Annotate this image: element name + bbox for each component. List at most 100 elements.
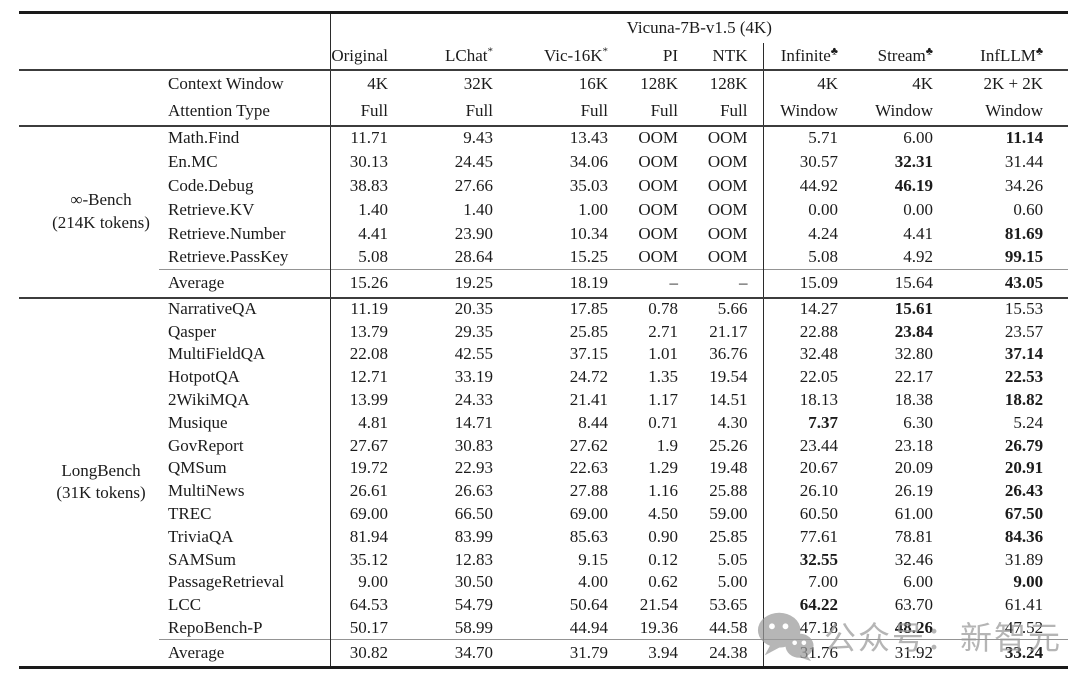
metric-label: Qasper — [168, 321, 217, 341]
score-cell: 99.15 — [1004, 247, 1044, 267]
metric-label: PassageRetrieval — [168, 572, 285, 592]
score-cell: 33.19 — [454, 367, 493, 387]
score-cell: 1.35 — [648, 367, 678, 387]
score-cell: 22.17 — [894, 367, 933, 387]
score-cell: 69.00 — [569, 504, 608, 524]
score-cell: 0.00 — [762, 197, 850, 222]
metric-label: NarrativeQA — [168, 299, 257, 319]
score-cell: OOM — [638, 247, 678, 267]
average-value: 43.05 — [945, 269, 1069, 298]
score-cell: 22.93 — [454, 458, 493, 478]
metric-row: SAMSum 35.12 12.83 9.15 0.12 5.05 32.55 32.46 31… — [19, 548, 1068, 572]
score-cell: 29.35 — [454, 321, 493, 341]
score-cell: 19.48 — [709, 458, 748, 478]
score-cell: 25.26 — [709, 435, 748, 455]
score-cell: 20.67 — [762, 457, 850, 480]
score-cell: 17.85 — [569, 299, 608, 319]
metric-label: Musique — [168, 412, 228, 432]
average-value: – — [610, 269, 680, 298]
score-cell: 18.13 — [762, 388, 850, 412]
metric-row: ∞-Bench (214K tokens) Math.Find 11.71 9.43 13… — [19, 125, 1068, 232]
club-mark: ♣ — [925, 44, 933, 57]
score-cell: 26.19 — [894, 481, 933, 501]
score-cell: 5.00 — [717, 572, 748, 592]
score-cell: 4.92 — [903, 247, 933, 267]
meta-value: Window — [985, 101, 1044, 120]
score-cell: 5.66 — [717, 299, 748, 319]
meta-label: Context Window — [168, 74, 284, 93]
score-cell: 31.44 — [1004, 151, 1044, 171]
score-cell: OOM — [638, 151, 678, 171]
club-mark: ♣ — [830, 44, 838, 57]
score-cell: 1.17 — [648, 390, 678, 410]
metric-label: SAMSum — [168, 549, 237, 569]
meta-value: 4K — [329, 69, 392, 98]
average-label: Average — [159, 638, 330, 668]
score-cell: 10.34 — [569, 223, 608, 243]
score-cell: 1.29 — [648, 458, 678, 478]
average-value: 30.82 — [329, 638, 392, 668]
score-cell: 59.00 — [709, 504, 748, 524]
average-label: Average — [159, 269, 330, 298]
metric-label: RepoBench-P — [168, 617, 263, 637]
score-cell: 61.00 — [894, 504, 933, 524]
score-cell: 25.85 — [709, 526, 748, 546]
score-cell: 63.70 — [894, 595, 933, 615]
score-cell: 25.88 — [709, 481, 748, 501]
score-cell: 2.71 — [648, 321, 678, 341]
score-cell: 4.24 — [762, 221, 850, 246]
metric-row: HotpotQA 12.71 33.19 24.72 1.35 19.54 22.05 22.… — [19, 365, 1068, 389]
score-cell: 37.14 — [1004, 344, 1044, 364]
metric-row: RepoBench-P 50.17 58.99 44.94 19.36 44.58 47.1… — [19, 616, 1068, 640]
score-cell: 78.81 — [894, 526, 933, 546]
score-cell: 19.72 — [329, 457, 392, 480]
score-cell: 21.41 — [569, 390, 608, 410]
table-header: Vicuna-7B-v1.5 (4K) Original LChat* Vic-16… — [19, 12, 1069, 70]
meta-value: Full — [720, 101, 748, 120]
score-cell: 24.45 — [454, 151, 493, 171]
score-cell: 0.62 — [648, 572, 678, 592]
score-cell: 19.36 — [639, 617, 678, 637]
score-cell: 42.55 — [454, 344, 493, 364]
model-header-row: Vicuna-7B-v1.5 (4K) — [19, 12, 1069, 43]
club-mark: ♣ — [1035, 44, 1044, 57]
score-cell: 0.60 — [1013, 199, 1044, 219]
score-cell: 0.00 — [903, 199, 933, 219]
score-cell: OOM — [707, 223, 748, 243]
meta-value: Full — [580, 101, 608, 120]
metric-label: TriviaQA — [168, 526, 234, 546]
score-cell: 5.24 — [1013, 412, 1044, 432]
corner-cell — [19, 43, 330, 70]
score-cell: OOM — [638, 199, 678, 219]
score-cell: 6.00 — [903, 128, 933, 147]
group-spacer — [19, 70, 159, 98]
meta-value: 4K — [762, 69, 850, 98]
score-cell: 15.25 — [569, 247, 608, 267]
metric-label: Retrieve.KV — [168, 199, 255, 219]
score-cell: 67.50 — [1004, 504, 1044, 524]
score-cell: 26.61 — [329, 479, 392, 503]
score-cell: OOM — [707, 199, 748, 219]
score-cell: 0.90 — [648, 526, 678, 546]
average-value: 18.19 — [495, 269, 610, 298]
score-cell: 44.58 — [709, 617, 748, 637]
score-cell: 12.83 — [454, 549, 493, 569]
score-cell: 35.12 — [329, 548, 392, 572]
metric-label: TREC — [168, 504, 212, 524]
score-cell: OOM — [707, 175, 748, 195]
score-cell: 9.00 — [1013, 572, 1044, 592]
score-cell: 66.50 — [454, 504, 493, 524]
score-cell: 6.00 — [903, 572, 933, 592]
score-cell: 9.00 — [329, 571, 392, 594]
column-header: Infinite♣ — [762, 42, 850, 70]
asterisk-mark: * — [602, 44, 609, 57]
score-cell: 50.64 — [569, 595, 608, 615]
score-cell: 15.61 — [894, 299, 933, 319]
metric-label: Code.Debug — [168, 175, 254, 195]
score-cell: 31.89 — [1004, 549, 1044, 569]
meta-row: Context Window 4K 32K 16K 128K 128K 4K 4K 2K + 2… — [19, 69, 1068, 98]
score-cell: 54.79 — [454, 595, 493, 615]
score-cell: 84.36 — [1004, 526, 1044, 546]
metric-row: MultiNews 26.61 26.63 27.88 1.16 25.88 26.10 26… — [19, 479, 1068, 503]
score-cell: 1.40 — [329, 197, 392, 222]
